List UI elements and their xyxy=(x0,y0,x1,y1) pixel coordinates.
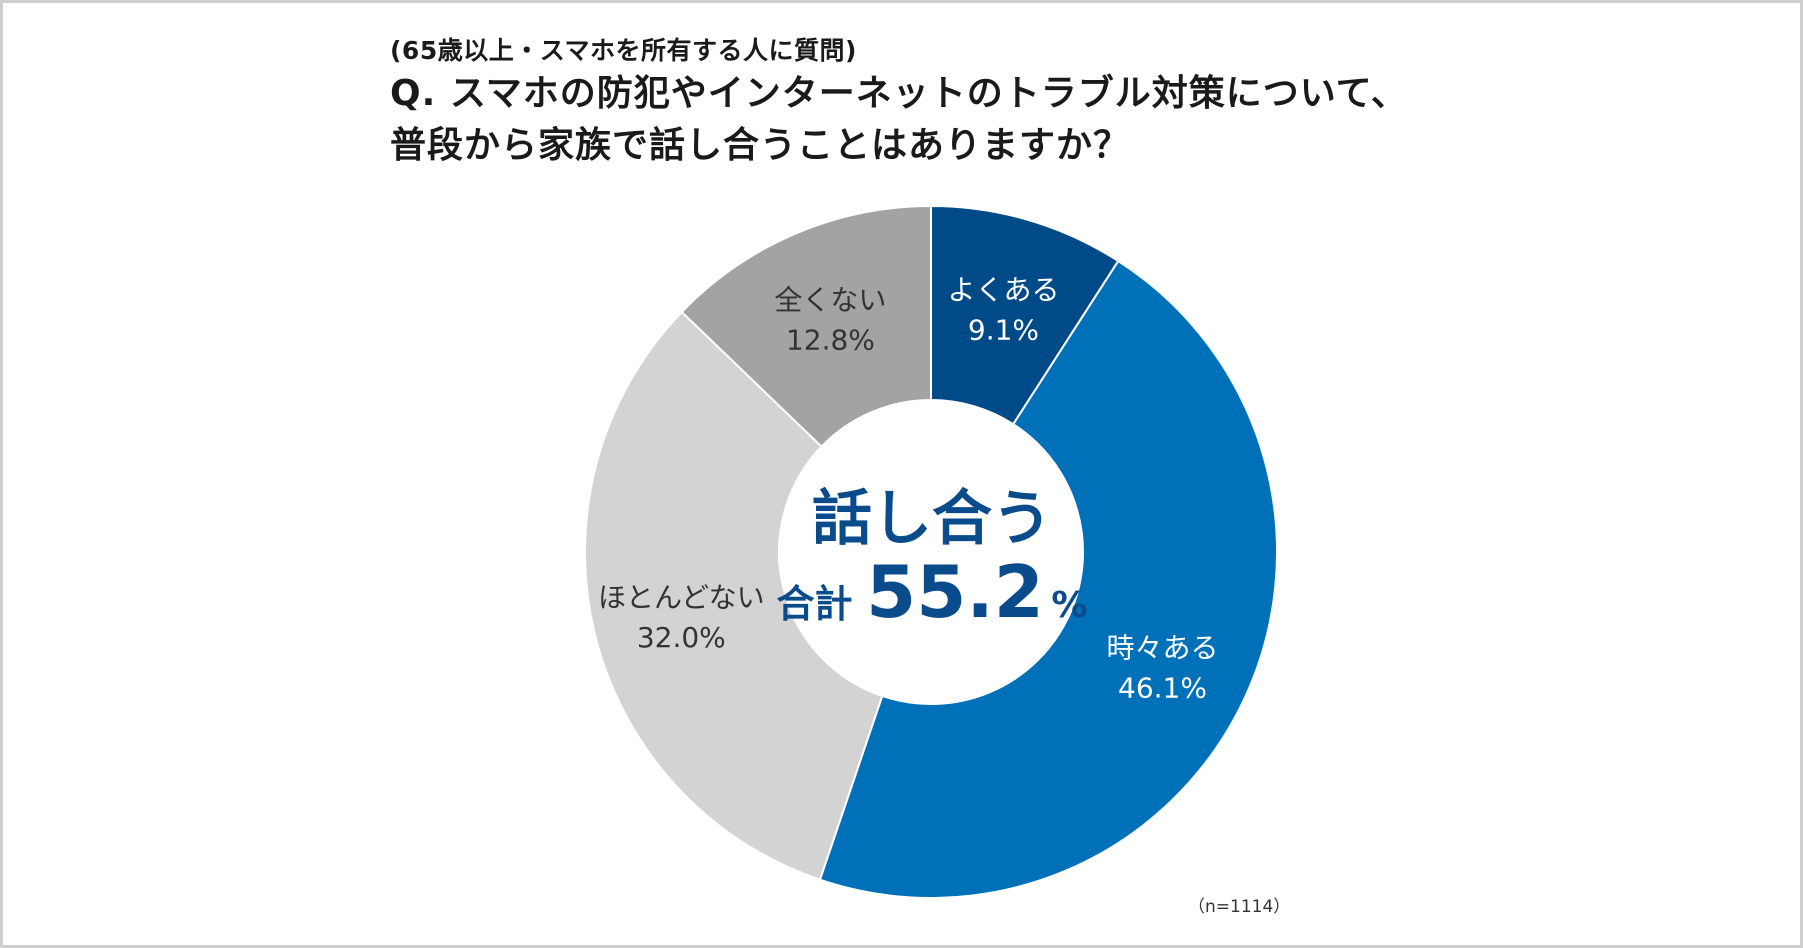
sample-size-note: （n=1114） xyxy=(1188,897,1291,917)
center-total-value: 55.2 xyxy=(866,550,1044,634)
question-line-2: 普段から家族で話し合うことはありますか？ xyxy=(390,125,1131,166)
slice-category-label: よくある xyxy=(947,273,1059,306)
center-total: 合計 55.2 % xyxy=(777,550,1088,634)
slice-category-label: 時々ある xyxy=(1106,632,1218,665)
slice-value-label: 12.8% xyxy=(786,324,875,357)
center-total-label: 合計 xyxy=(777,582,853,626)
chart-subtitle: (65歳以上・スマホを所有する人に質問) xyxy=(390,36,857,65)
slice-value-label: 32.0% xyxy=(637,621,726,654)
center-headline: 話し合う xyxy=(812,484,1052,554)
donut-slices xyxy=(584,204,1278,899)
slice-時々ある xyxy=(818,259,1278,899)
donut-hole xyxy=(779,400,1083,704)
slice-category-label: ほとんどない xyxy=(598,581,765,614)
slice-value-label: 9.1% xyxy=(968,313,1039,346)
slice-category-label: 全くない xyxy=(774,284,886,317)
slice-labels: よくある 9.1% 時々ある 46.1% ほとんどない 32.0% 全くない 12.8% xyxy=(598,273,1219,704)
center-total-unit: % xyxy=(1051,585,1087,626)
chart-heading: (65歳以上・スマホを所有する人に質問) Q. スマホの防犯やインターネットのト… xyxy=(390,34,1408,172)
slice-value-label: 46.1% xyxy=(1118,672,1207,705)
question-line-1: Q. スマホの防犯やインターネットのトラブル対策について、 xyxy=(390,73,1408,114)
